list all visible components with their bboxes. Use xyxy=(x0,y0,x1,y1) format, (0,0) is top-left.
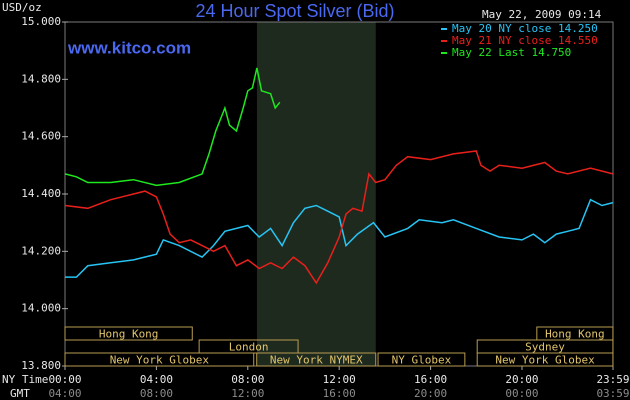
session-bar xyxy=(64,326,193,341)
session-label: Sydney xyxy=(525,341,565,354)
x-tick-label: 08:00 xyxy=(231,373,264,386)
legend-label: May 22 Last 14.750 xyxy=(452,46,571,59)
legend-label: May 21 NY close 14.550 xyxy=(452,34,598,47)
session-label: Hong Kong xyxy=(545,328,605,341)
shaded-region xyxy=(256,22,376,366)
x-axis-label: NY Time xyxy=(2,373,48,386)
x2-tick-label: 12:00 xyxy=(231,387,264,400)
y-tick-label: 14.600 xyxy=(21,130,61,143)
x-tick-label: 00:00 xyxy=(48,373,81,386)
x-tick-label: 12:00 xyxy=(323,373,356,386)
x2-tick-label: 03:59 xyxy=(596,387,629,400)
session-label: London xyxy=(229,341,269,354)
source: www.kitco.com xyxy=(67,38,191,57)
session-label: Hong Kong xyxy=(99,328,159,341)
session-label: NY Globex xyxy=(392,354,452,367)
x-tick-label: 20:00 xyxy=(505,373,538,386)
session-label: New York Globex xyxy=(110,354,210,367)
x2-axis-label: GMT xyxy=(10,387,30,400)
x2-tick-label: 00:00 xyxy=(505,387,538,400)
session-label: New York NYMEX xyxy=(270,354,363,367)
x-tick-label: 16:00 xyxy=(414,373,447,386)
y-axis-label: USD/oz xyxy=(2,1,42,14)
y-tick-label: 13.800 xyxy=(21,359,61,372)
x-tick-label: 04:00 xyxy=(140,373,173,386)
series-line xyxy=(65,198,614,278)
series-line xyxy=(64,150,614,285)
x-tick-label: 23:59 xyxy=(596,373,629,386)
y-tick-label: 14.800 xyxy=(21,72,61,85)
legend-label: May 20 NY close 14.250 xyxy=(452,22,598,35)
y-tick-label: 14.400 xyxy=(21,187,61,200)
y-tick-label: 15.000 xyxy=(21,15,61,28)
session-label: New York Globex xyxy=(495,354,595,367)
y-tick-label: 14.200 xyxy=(21,244,61,257)
chart-title: 24 Hour Spot Silver (Bid) xyxy=(195,1,394,21)
x2-tick-label: 20:00 xyxy=(414,387,447,400)
x2-tick-label: 04:00 xyxy=(48,387,81,400)
session-bar xyxy=(377,352,466,367)
series-line xyxy=(64,67,281,187)
session-bar xyxy=(256,352,377,367)
session-bar xyxy=(476,352,614,367)
session-bar xyxy=(64,352,255,367)
timestamp: May 22, 2009 09:14 xyxy=(482,8,602,21)
x2-tick-label: 16:00 xyxy=(323,387,356,400)
x2-tick-label: 08:00 xyxy=(140,387,173,400)
y-tick-label: 14.000 xyxy=(21,302,61,315)
